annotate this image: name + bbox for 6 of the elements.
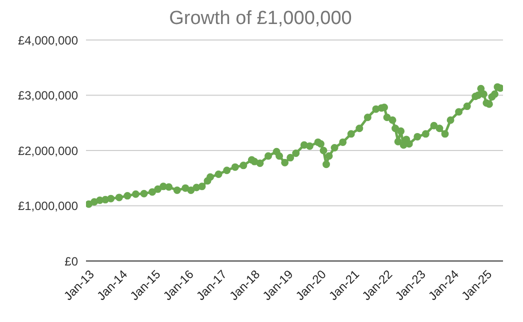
- y-tick-label: £1,000,000: [18, 199, 78, 214]
- y-tick-label: £3,000,000: [18, 88, 78, 103]
- y-tick-label: £4,000,000: [18, 33, 78, 48]
- chart-title: Growth of £1,000,000: [168, 8, 353, 31]
- y-tick-label: £0: [64, 254, 78, 268]
- y-tick-label: £2,000,000: [18, 144, 78, 158]
